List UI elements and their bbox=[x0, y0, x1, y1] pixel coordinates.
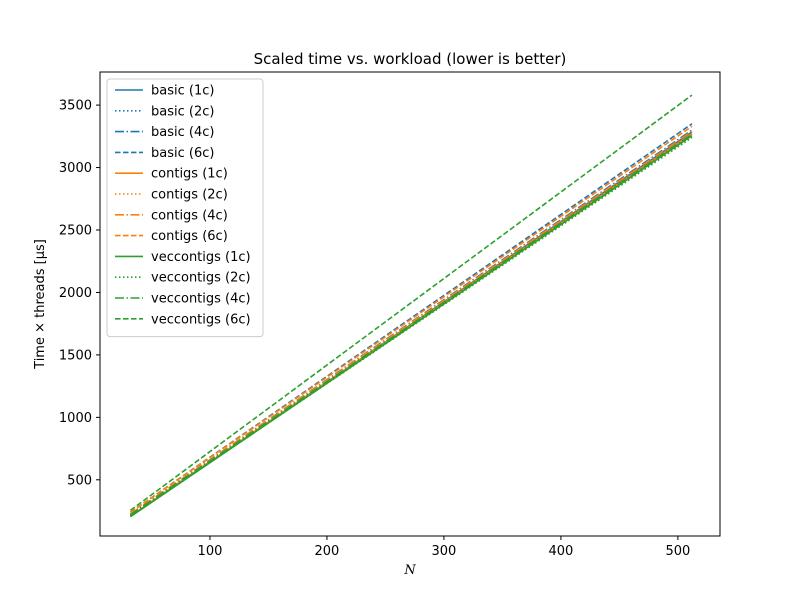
x-tick-label: 500 bbox=[665, 544, 690, 559]
legend-entry-label: basic (6c) bbox=[151, 146, 214, 161]
legend-entry-label: contigs (6c) bbox=[151, 229, 228, 244]
plot-frame bbox=[99, 71, 721, 537]
x-axis-label: N bbox=[403, 563, 416, 578]
legend-entry-label: veccontigs (2c) bbox=[151, 271, 251, 286]
y-axis: 500 1000 1500 2000 2500 3000 3500 bbox=[59, 99, 100, 488]
legend-entry-label: contigs (1c) bbox=[151, 167, 228, 182]
chart-title: Scaled time vs. workload (lower is bette… bbox=[254, 50, 567, 68]
series-layer bbox=[129, 94, 693, 518]
legend-box bbox=[106, 78, 264, 338]
legend-entry-label: veccontigs (1c) bbox=[151, 250, 251, 265]
x-tick-label: 400 bbox=[548, 544, 573, 559]
y-tick-label: 3500 bbox=[59, 99, 92, 114]
y-tick-label: 1000 bbox=[59, 411, 92, 426]
legend: basic (1c) basic (2c) basic (4c) basic (6c)… bbox=[106, 78, 264, 338]
legend-entry-label: basic (1c) bbox=[151, 84, 214, 99]
x-tick-label: 100 bbox=[198, 544, 223, 559]
legend-entry-label: veccontigs (4c) bbox=[151, 292, 251, 307]
y-axis-label: Time × threads [µs] bbox=[33, 239, 48, 370]
series-line bbox=[129, 133, 693, 516]
y-tick-label: 2000 bbox=[59, 286, 92, 301]
x-axis: 100 200 300 400 500 bbox=[198, 536, 690, 559]
series-line bbox=[129, 130, 693, 515]
series-line bbox=[129, 136, 693, 517]
series-line bbox=[129, 125, 693, 513]
x-tick-label: 200 bbox=[315, 544, 340, 559]
y-tick-label: 500 bbox=[67, 473, 92, 488]
y-tick-label: 1500 bbox=[59, 348, 92, 363]
y-tick-label: 3000 bbox=[59, 161, 92, 176]
legend-entry-label: contigs (4c) bbox=[151, 208, 228, 223]
legend-entry-label: basic (2c) bbox=[151, 104, 214, 119]
legend-entry-label: contigs (2c) bbox=[151, 188, 228, 203]
y-tick-label: 2500 bbox=[59, 223, 92, 238]
legend-entry-label: basic (4c) bbox=[151, 125, 214, 140]
legend-entry-label: veccontigs (6c) bbox=[151, 312, 251, 327]
series-line bbox=[129, 94, 693, 512]
x-tick-label: 300 bbox=[432, 544, 457, 559]
